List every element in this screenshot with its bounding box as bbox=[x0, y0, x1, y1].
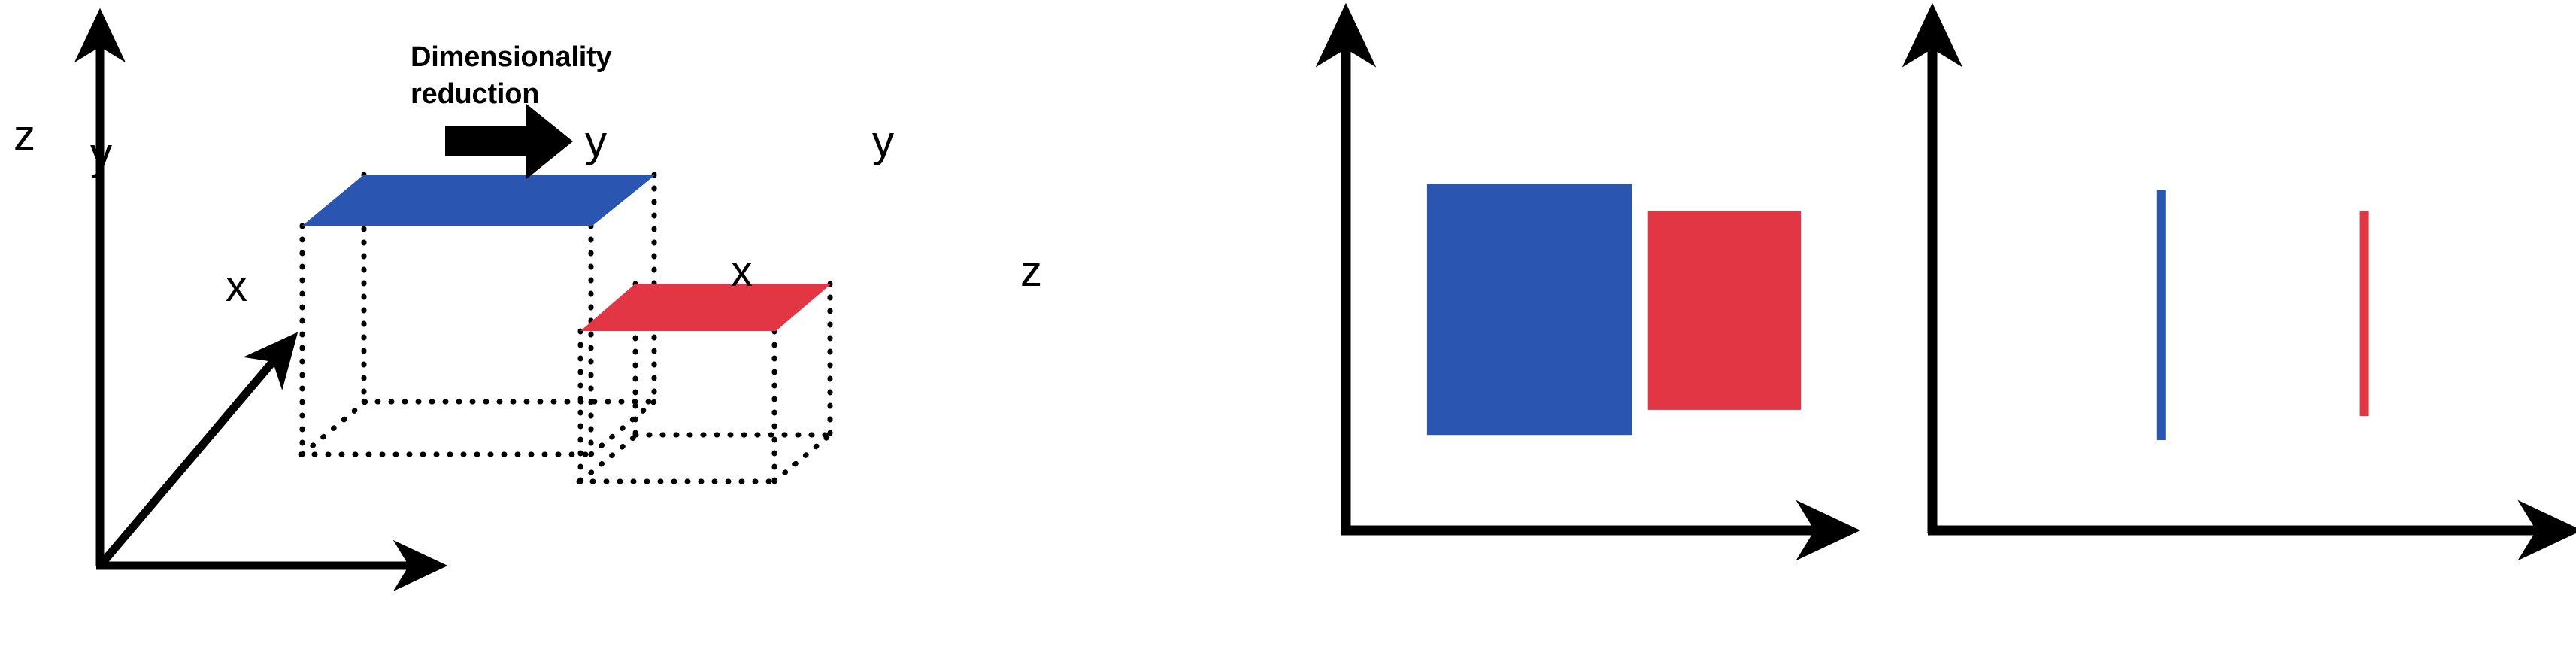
red-cuboid bbox=[576, 281, 835, 484]
blue-cuboid bbox=[298, 172, 659, 457]
middle-panel-axes bbox=[1315, 2, 1861, 561]
zy-projection-lines bbox=[2156, 190, 2369, 441]
right-panel-axes bbox=[1902, 2, 2576, 561]
xy-bar-red bbox=[1647, 211, 1802, 410]
reduction-arrow-icon bbox=[445, 104, 573, 179]
xy-projection-bars bbox=[1426, 184, 1802, 436]
blue-cuboid-edges bbox=[298, 172, 659, 457]
zy-line-blue bbox=[2156, 190, 2166, 441]
zy-line-red bbox=[2359, 211, 2369, 417]
left-panel-axes bbox=[74, 8, 448, 592]
red-cuboid-top-face bbox=[580, 284, 832, 331]
blue-cuboid-top-face bbox=[302, 175, 656, 226]
left-axis-y bbox=[96, 332, 299, 569]
xy-bar-blue bbox=[1426, 184, 1632, 436]
